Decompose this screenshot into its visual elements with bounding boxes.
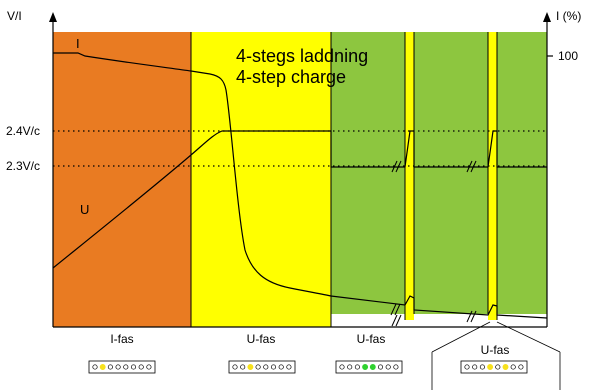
led-dot xyxy=(247,364,254,370)
right-axis xyxy=(546,20,553,327)
led-dot xyxy=(92,364,98,370)
current-curve-label: I xyxy=(76,36,80,51)
led-dot xyxy=(270,364,277,370)
phase-float-region-2 xyxy=(414,32,488,314)
led-indicator-2 xyxy=(228,360,296,374)
led-dot xyxy=(487,364,494,370)
led-dot xyxy=(123,364,129,370)
phase-label-4: U-fas xyxy=(481,343,510,357)
led-dot xyxy=(362,364,369,370)
led-dot xyxy=(339,364,345,370)
led-dot xyxy=(464,364,470,370)
phase-i-region xyxy=(53,32,191,327)
left-axis-arrow xyxy=(49,12,57,22)
led-dot xyxy=(502,364,509,370)
led-dot xyxy=(495,364,501,370)
right-axis-label: I (%) xyxy=(556,9,581,23)
led-dot xyxy=(393,364,399,370)
led-dot xyxy=(278,364,284,370)
right-axis-tick: 100 xyxy=(558,49,578,63)
led-dot xyxy=(146,364,152,370)
level-2-3-label: 2.3V/c xyxy=(6,159,40,173)
phase-u-region xyxy=(191,32,331,327)
led-dot xyxy=(232,364,238,370)
led-dot xyxy=(115,364,121,370)
led-dot xyxy=(479,364,485,370)
led-dot xyxy=(518,364,524,370)
led-dot xyxy=(263,364,269,370)
led-dot xyxy=(107,364,113,370)
led-dot xyxy=(240,364,246,370)
led-dot xyxy=(138,364,144,370)
phase-float-region-1 xyxy=(331,32,405,314)
phase-float-region-3 xyxy=(497,32,547,314)
led-dot xyxy=(510,364,516,370)
right-axis-arrow xyxy=(543,12,551,22)
led-indicator-1 xyxy=(88,360,156,374)
led-dot xyxy=(347,364,353,370)
phase-label-2: U-fas xyxy=(247,332,276,346)
phase-pulse-region-1 xyxy=(405,32,414,320)
phase-pulse-region-2 xyxy=(488,32,497,320)
current-curve xyxy=(53,52,548,319)
led-dot xyxy=(255,364,261,370)
led-dot xyxy=(130,364,137,370)
led-dot xyxy=(354,364,360,370)
led-indicators xyxy=(88,360,528,374)
led-dot xyxy=(286,364,292,370)
led-indicator-3 xyxy=(335,360,403,374)
led-dot xyxy=(385,364,391,370)
phase-label-3: U-fas xyxy=(357,332,386,346)
led-dot xyxy=(369,364,376,370)
break-marks xyxy=(390,160,477,327)
title-line-2: 4-step charge xyxy=(236,67,346,87)
level-2-4-label: 2.4V/c xyxy=(6,124,40,138)
voltage-curve xyxy=(52,130,547,269)
led-dot xyxy=(472,364,478,370)
indicator-callout xyxy=(431,321,561,390)
led-dot xyxy=(377,364,384,370)
voltage-curve-label: U xyxy=(80,202,89,217)
led-dot xyxy=(99,364,106,370)
led-indicator-4 xyxy=(460,360,528,374)
title-line-1: 4-stegs laddning xyxy=(236,46,368,66)
left-axis-label: V/I xyxy=(7,9,22,23)
phase-label-1: I-fas xyxy=(110,332,133,346)
